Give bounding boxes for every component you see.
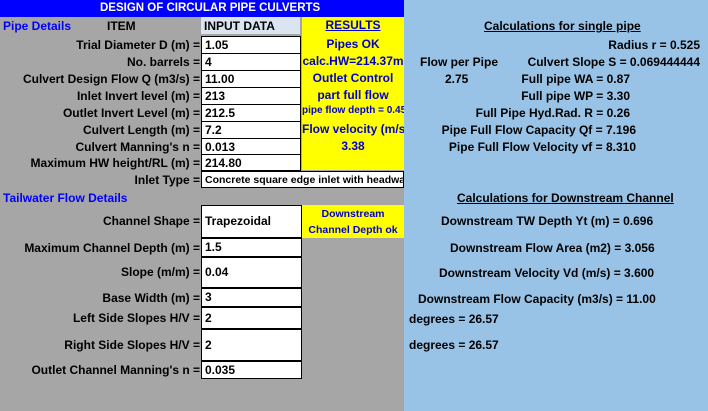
- calc-downstream-heading: Calculations for Downstream Channel: [457, 191, 674, 205]
- max-hw-input[interactable]: 214.80: [201, 154, 301, 171]
- tw-slope-input[interactable]: 0.04: [201, 257, 302, 288]
- culvert-slope-value: Culvert Slope S = 0.069444444: [527, 55, 700, 69]
- outlet-control-result: Outlet Control: [312, 71, 394, 85]
- tw-manning-label: Outlet Channel Manning's n =: [31, 363, 200, 377]
- pipe-flow-depth-result: pipe flow depth = 0.45: [302, 105, 407, 116]
- inlet-invert-label: Inlet Invert level (m) =: [76, 89, 200, 103]
- length-label: Culvert Length (m) =: [82, 123, 200, 137]
- downstream-velocity-value: Downstream Velocity Vd (m/s) = 3.600: [439, 266, 655, 280]
- title-banner: [0, 0, 404, 17]
- channel-shape-label: Channel Shape =: [102, 214, 200, 228]
- length-input[interactable]: 7.2: [201, 121, 301, 139]
- calc-hw-result: calc.HW=214.37m: [302, 54, 404, 68]
- tw-slope-label: Slope (m/m) =: [120, 265, 200, 279]
- base-width-label: Base Width (m) =: [102, 291, 200, 305]
- downstream-capacity-value: Downstream Flow Capacity (m3/s) = 11.00: [418, 292, 656, 306]
- right-slopes-label: Right Side Slopes H/V =: [64, 338, 200, 352]
- calculations-panel: [404, 0, 708, 411]
- tailwater-heading: Tailwater Flow Details: [3, 191, 128, 205]
- tw-depth-value: Downstream TW Depth Yt (m) = 0.696: [441, 214, 654, 228]
- barrels-input[interactable]: 4: [201, 53, 301, 71]
- max-hw-label: Maximum HW height/RL (m) =: [30, 156, 200, 170]
- full-flow-velocity-value: Pipe Full Flow Velocity vf = 8.310: [448, 140, 636, 154]
- trial-diameter-input[interactable]: 1.05: [201, 36, 301, 54]
- hyd-rad-value: Full Pipe Hyd.Rad. R = 0.26: [475, 106, 630, 120]
- channel-status-panel: [302, 205, 404, 238]
- barrels-label: No. barrels =: [126, 55, 200, 69]
- inlet-invert-input[interactable]: 213: [201, 87, 301, 105]
- flow-area-value: Downstream Flow Area (m2) = 3.056: [450, 241, 655, 255]
- design-flow-label: Culvert Design Flow Q (m3/s) =: [22, 72, 200, 86]
- radius-value: Radius r = 0.525: [608, 38, 700, 52]
- flow-velocity-result: 3.38: [341, 139, 365, 153]
- item-heading: ITEM: [107, 19, 136, 33]
- results-heading: RESULTS: [325, 18, 381, 32]
- input-data-header-cell: [201, 17, 300, 34]
- right-slopes-input[interactable]: 2: [201, 329, 302, 361]
- right-degrees-value: degrees = 26.57: [409, 338, 499, 352]
- left-slopes-input[interactable]: 2: [201, 307, 302, 329]
- part-full-result: part full flow: [317, 88, 389, 102]
- pipes-ok-status: Pipes OK: [326, 37, 380, 51]
- flow-per-pipe-value: 2.75: [445, 72, 469, 86]
- flow-velocity-label: Flow velocity (m/s): [302, 122, 410, 136]
- input-data-heading: INPUT DATA: [204, 19, 275, 33]
- pipe-details-heading: Pipe Details: [3, 19, 72, 33]
- max-depth-label: Maximum Channel Depth (m) =: [24, 241, 200, 255]
- full-flow-capacity-value: Pipe Full Flow Capacity Qf = 7.196: [441, 123, 636, 137]
- full-pipe-wp-value: Full pipe WP = 3.30: [521, 89, 630, 103]
- results-panel: [302, 17, 404, 170]
- outlet-invert-label: Outlet Invert Level (m) =: [62, 106, 200, 120]
- max-depth-input[interactable]: 1.5: [201, 238, 302, 257]
- channel-shape-select[interactable]: Trapezoidal: [201, 205, 302, 238]
- outlet-invert-input[interactable]: 212.5: [201, 104, 301, 122]
- left-degrees-value: degrees = 26.57: [409, 312, 499, 326]
- design-flow-input[interactable]: 11.00: [201, 70, 301, 88]
- sheet-title: DESIGN OF CIRCULAR PIPE CULVERTS: [100, 2, 321, 14]
- left-slopes-label: Left Side Slopes H/V =: [72, 311, 200, 325]
- full-pipe-wa-value: Full pipe WA = 0.87: [521, 72, 630, 86]
- manning-label: Culvert Manning's n =: [75, 140, 200, 154]
- calc-single-heading: Calculations for single pipe: [484, 19, 641, 33]
- trial-diameter-label: Trial Diameter D (m) =: [76, 38, 200, 52]
- flow-per-pipe-label: Flow per Pipe: [420, 55, 499, 69]
- inlet-type-select[interactable]: Concrete square edge inlet with headwall: [201, 171, 404, 188]
- inlet-type-label: Inlet Type =: [134, 173, 200, 187]
- manning-input[interactable]: 0.013: [201, 138, 301, 155]
- channel-status-line2: Channel Depth ok: [308, 224, 398, 236]
- base-width-input[interactable]: 3: [201, 288, 302, 307]
- channel-status-line1: Downstream: [321, 208, 385, 220]
- tw-manning-input[interactable]: 0.035: [201, 361, 302, 379]
